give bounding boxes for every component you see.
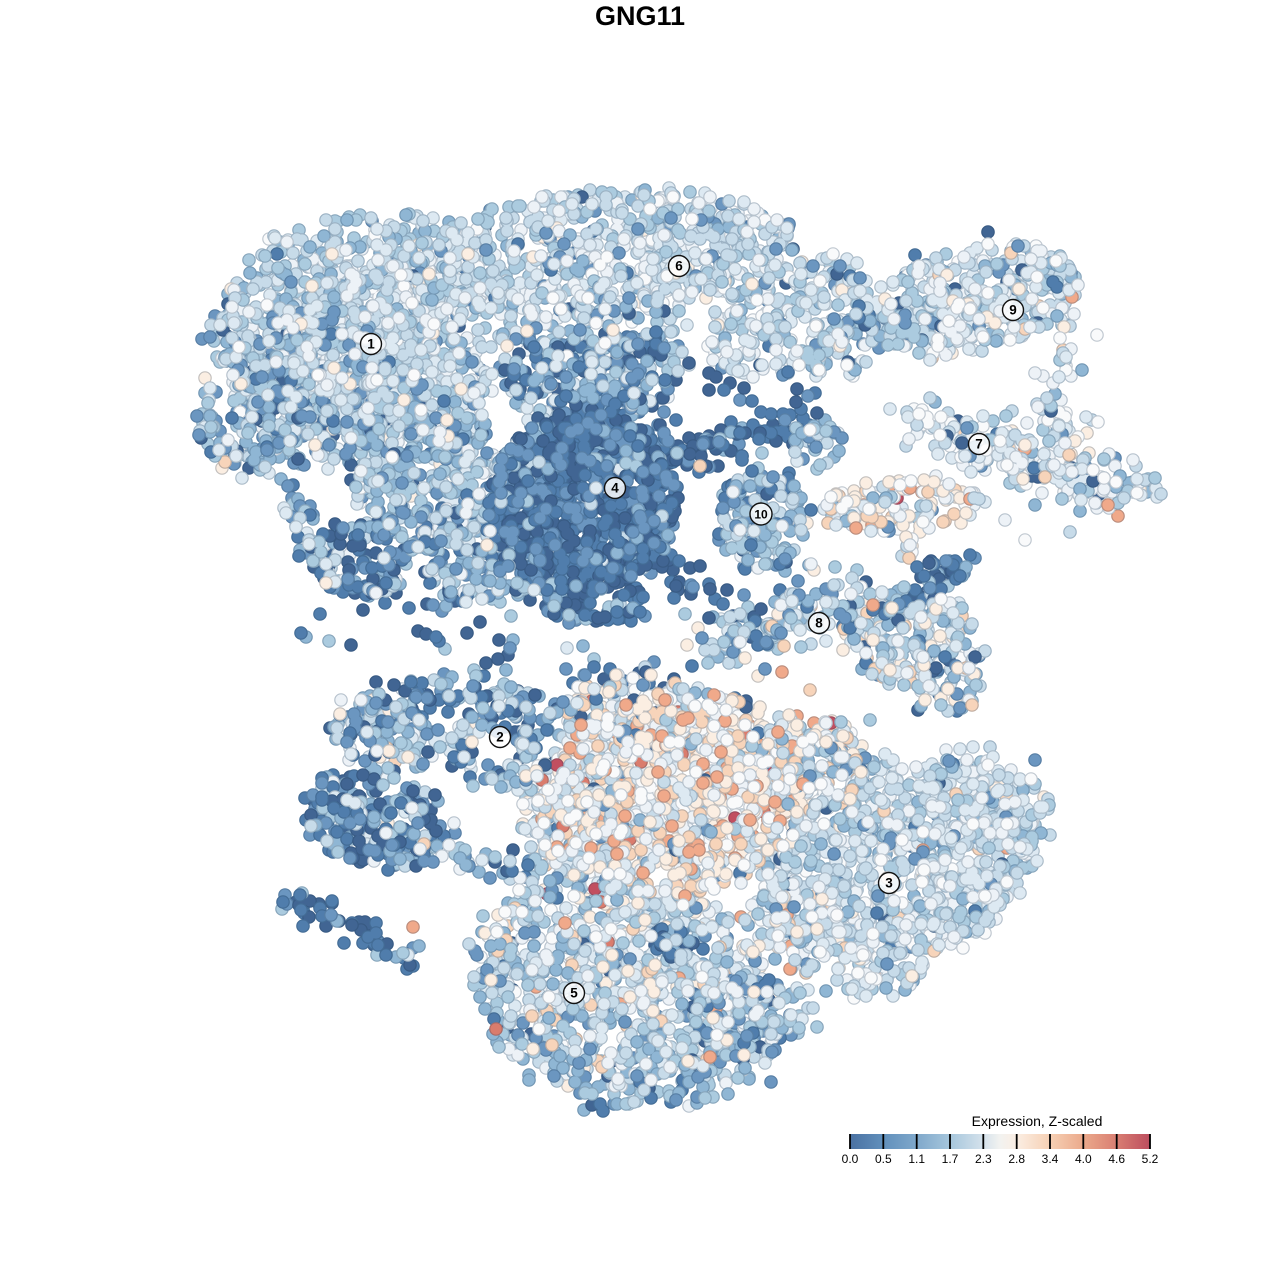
svg-text:Expression, Z-scaled: Expression, Z-scaled xyxy=(972,1113,1103,1129)
svg-text:4.0: 4.0 xyxy=(1075,1152,1092,1166)
svg-text:2.8: 2.8 xyxy=(1008,1152,1025,1166)
svg-text:1: 1 xyxy=(367,337,375,352)
svg-text:6: 6 xyxy=(675,259,683,274)
svg-text:GNG11: GNG11 xyxy=(595,1,685,31)
svg-text:0.0: 0.0 xyxy=(842,1152,859,1166)
svg-text:10: 10 xyxy=(754,508,768,522)
svg-text:3: 3 xyxy=(885,876,893,891)
svg-text:8: 8 xyxy=(815,616,823,631)
svg-text:1.1: 1.1 xyxy=(908,1152,925,1166)
svg-text:2: 2 xyxy=(496,730,504,745)
svg-text:4.6: 4.6 xyxy=(1108,1152,1125,1166)
svg-text:4: 4 xyxy=(611,481,619,496)
svg-text:5.2: 5.2 xyxy=(1142,1152,1159,1166)
svg-text:3.4: 3.4 xyxy=(1042,1152,1059,1166)
svg-text:5: 5 xyxy=(570,986,578,1001)
svg-text:1.7: 1.7 xyxy=(942,1152,959,1166)
svg-text:9: 9 xyxy=(1009,303,1017,318)
svg-text:2.3: 2.3 xyxy=(975,1152,992,1166)
svg-text:7: 7 xyxy=(975,437,983,452)
svg-text:0.5: 0.5 xyxy=(875,1152,892,1166)
